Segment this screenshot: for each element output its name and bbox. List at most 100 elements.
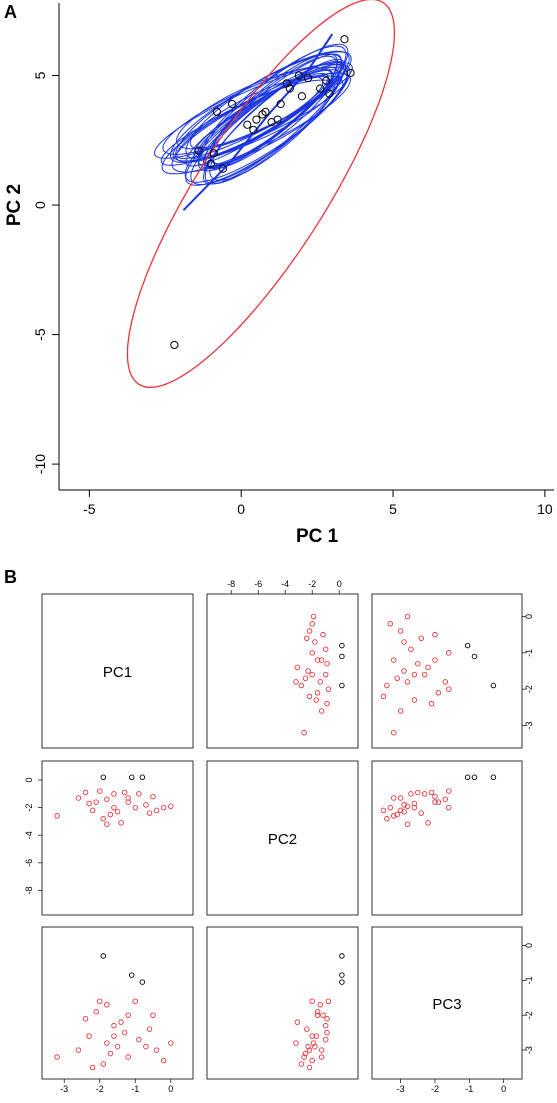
data-point: [346, 68, 355, 78]
inner-ellipse: [170, 51, 352, 163]
matrix-point: [411, 804, 418, 811]
matrix-point: [339, 653, 345, 660]
matrix-tick-label: -8: [227, 579, 235, 589]
matrix-point: [100, 1061, 107, 1067]
diagonal-label: PC2: [268, 831, 297, 848]
matrix-point: [411, 697, 418, 703]
matrix-point: [118, 820, 124, 826]
matrix-tick-label: 0: [337, 579, 342, 589]
matrix-point: [324, 1015, 330, 1022]
matrix-point: [411, 671, 418, 678]
inner-ellipse: [184, 66, 348, 183]
matrix-point: [411, 800, 418, 807]
matrix-point: [380, 693, 387, 700]
data-point: [252, 115, 261, 124]
panel-b-label: B: [4, 567, 17, 587]
matrix-point: [339, 972, 345, 978]
matrix-tick-label: -1: [465, 1084, 473, 1094]
matrix-point: [160, 804, 167, 811]
matrix-point: [322, 646, 329, 652]
data-point: [258, 110, 267, 119]
panel-a: A -5 0 5 10 -10 -5 0 5 PC 1 PC 2: [4, 0, 554, 547]
matrix-point: [150, 793, 156, 800]
matrix-point: [136, 1036, 142, 1043]
matrix-point: [153, 1047, 160, 1053]
matrix-point: [317, 679, 324, 685]
matrix-point: [390, 813, 397, 819]
diagonal-label: PC3: [432, 996, 461, 1013]
matrix-point: [404, 679, 411, 685]
x-tick-label: 10: [537, 501, 553, 517]
matrix-point: [421, 671, 428, 678]
matrix-point: [318, 1054, 325, 1060]
matrix-point: [86, 1033, 92, 1039]
matrix-point: [82, 789, 89, 796]
diagonal-label: PC1: [103, 664, 132, 681]
y-tick-label: 5: [32, 71, 48, 79]
matrix-point: [421, 791, 428, 797]
matrix-point: [309, 998, 315, 1005]
matrix-point: [397, 795, 404, 801]
x-tick-label: -5: [83, 501, 96, 517]
matrix-point: [309, 1057, 315, 1064]
matrix-point: [75, 1047, 82, 1053]
matrix-tick-label: 0: [24, 778, 34, 783]
data-point: [194, 146, 203, 155]
y-tick-label: 0: [32, 201, 48, 209]
matrix-tick-label: -1: [524, 976, 534, 984]
panel-a-label: A: [4, 2, 17, 22]
data-point: [297, 92, 307, 101]
matrix-point: [432, 631, 438, 638]
matrix-point: [418, 635, 424, 642]
matrix-tick-label: -3: [60, 1084, 68, 1094]
matrix-tick-label: -2: [96, 1084, 104, 1094]
matrix-point: [104, 796, 110, 803]
matrix-point: [139, 774, 146, 781]
matrix-point: [89, 807, 96, 814]
inner-ellipse: [210, 53, 338, 165]
matrix-point: [318, 657, 325, 663]
x-axis-title: PC 1: [296, 526, 339, 547]
data-point: [276, 99, 285, 109]
matrix-point: [314, 690, 321, 696]
matrix-point: [390, 729, 397, 736]
matrix-point: [168, 1040, 174, 1046]
matrix-panel: [206, 760, 359, 916]
matrix-point: [401, 639, 407, 645]
matrix-point: [136, 791, 142, 797]
matrix-point: [143, 802, 149, 808]
matrix-tick-label: -6: [24, 859, 34, 867]
matrix-point: [143, 1043, 149, 1050]
matrix-point: [306, 1064, 313, 1071]
matrix-point: [125, 795, 131, 801]
matrix-tick-label: -1: [131, 1084, 139, 1094]
matrix-point: [435, 690, 442, 696]
inner-ellipse: [197, 45, 347, 169]
matrix-point: [322, 671, 329, 678]
matrix-point: [168, 803, 174, 810]
matrix-point: [471, 653, 478, 660]
matrix-tick-label: -2: [524, 1011, 534, 1019]
matrix-point: [318, 708, 325, 714]
matrix-point: [418, 810, 424, 816]
matrix-point: [464, 774, 471, 781]
matrix-point: [339, 979, 345, 985]
matrix-panel: [371, 926, 523, 1080]
matrix-point: [442, 679, 449, 685]
matrix-point: [312, 639, 318, 645]
matrix-point: [432, 799, 438, 805]
matrix-tick-label: -3: [397, 1084, 405, 1094]
matrix-point: [397, 807, 404, 814]
matrix-tick-label: -1: [524, 649, 534, 657]
matrix-point: [294, 664, 301, 671]
matrix-panel: [371, 593, 523, 749]
matrix-point: [304, 1026, 310, 1032]
matrix-tick-label: 0: [168, 1084, 173, 1094]
matrix-point: [408, 791, 414, 797]
matrix-point: [128, 972, 135, 978]
matrix-point: [82, 1015, 89, 1022]
data-point: [303, 74, 313, 83]
data-point: [209, 149, 218, 158]
matrix-point: [121, 789, 128, 796]
x-tick-label: 0: [237, 501, 245, 517]
